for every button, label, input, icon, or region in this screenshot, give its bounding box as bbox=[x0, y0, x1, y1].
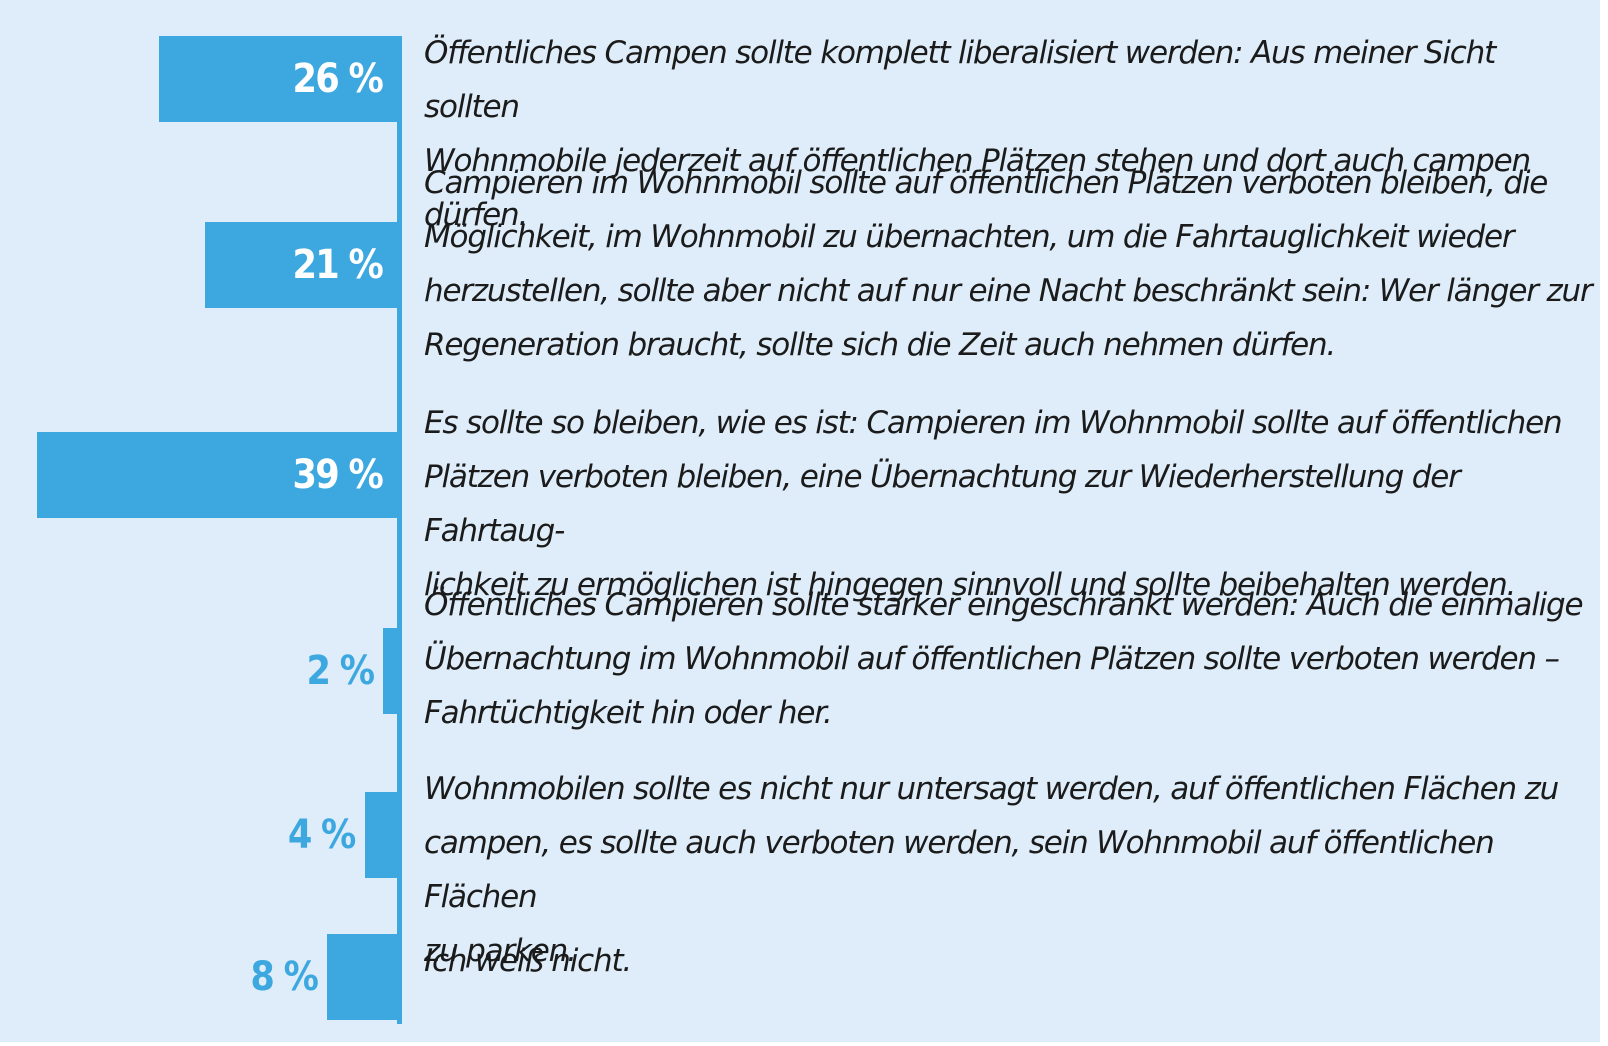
bar-value-label-1: 26 % bbox=[292, 56, 384, 102]
bar-value-label-3: 39 % bbox=[292, 452, 384, 498]
bar-5 bbox=[364, 792, 402, 878]
answer-text-1: Öffentliches Campen sollte komplett libe… bbox=[424, 35, 1531, 233]
bar-value-label-5: 4 % bbox=[287, 812, 357, 858]
bar-6 bbox=[327, 934, 402, 1020]
answer-text-5: Wohnmobilen sollte es nicht nur untersag… bbox=[424, 771, 1559, 969]
answer-text-3: Es sollte so bleiben, wie es ist: Campie… bbox=[424, 405, 1563, 603]
bar-3 bbox=[37, 432, 402, 518]
bar-4 bbox=[383, 628, 402, 714]
bar-value-label-6: 8 % bbox=[250, 954, 319, 1000]
bar-value-label-4: 2 % bbox=[306, 648, 376, 694]
answer-text-2: Campieren im Wohnmobil sollte auf öffent… bbox=[424, 165, 1593, 363]
bar-baseline bbox=[397, 36, 402, 1024]
answer-text-6: Ich weiß nicht. bbox=[424, 943, 632, 979]
bar-1 bbox=[158, 36, 402, 122]
bar-2 bbox=[205, 222, 402, 308]
answer-text-4: Öffentliches Campieren sollte stärker ei… bbox=[424, 587, 1584, 731]
bar-value-label-2: 21 % bbox=[292, 242, 384, 288]
